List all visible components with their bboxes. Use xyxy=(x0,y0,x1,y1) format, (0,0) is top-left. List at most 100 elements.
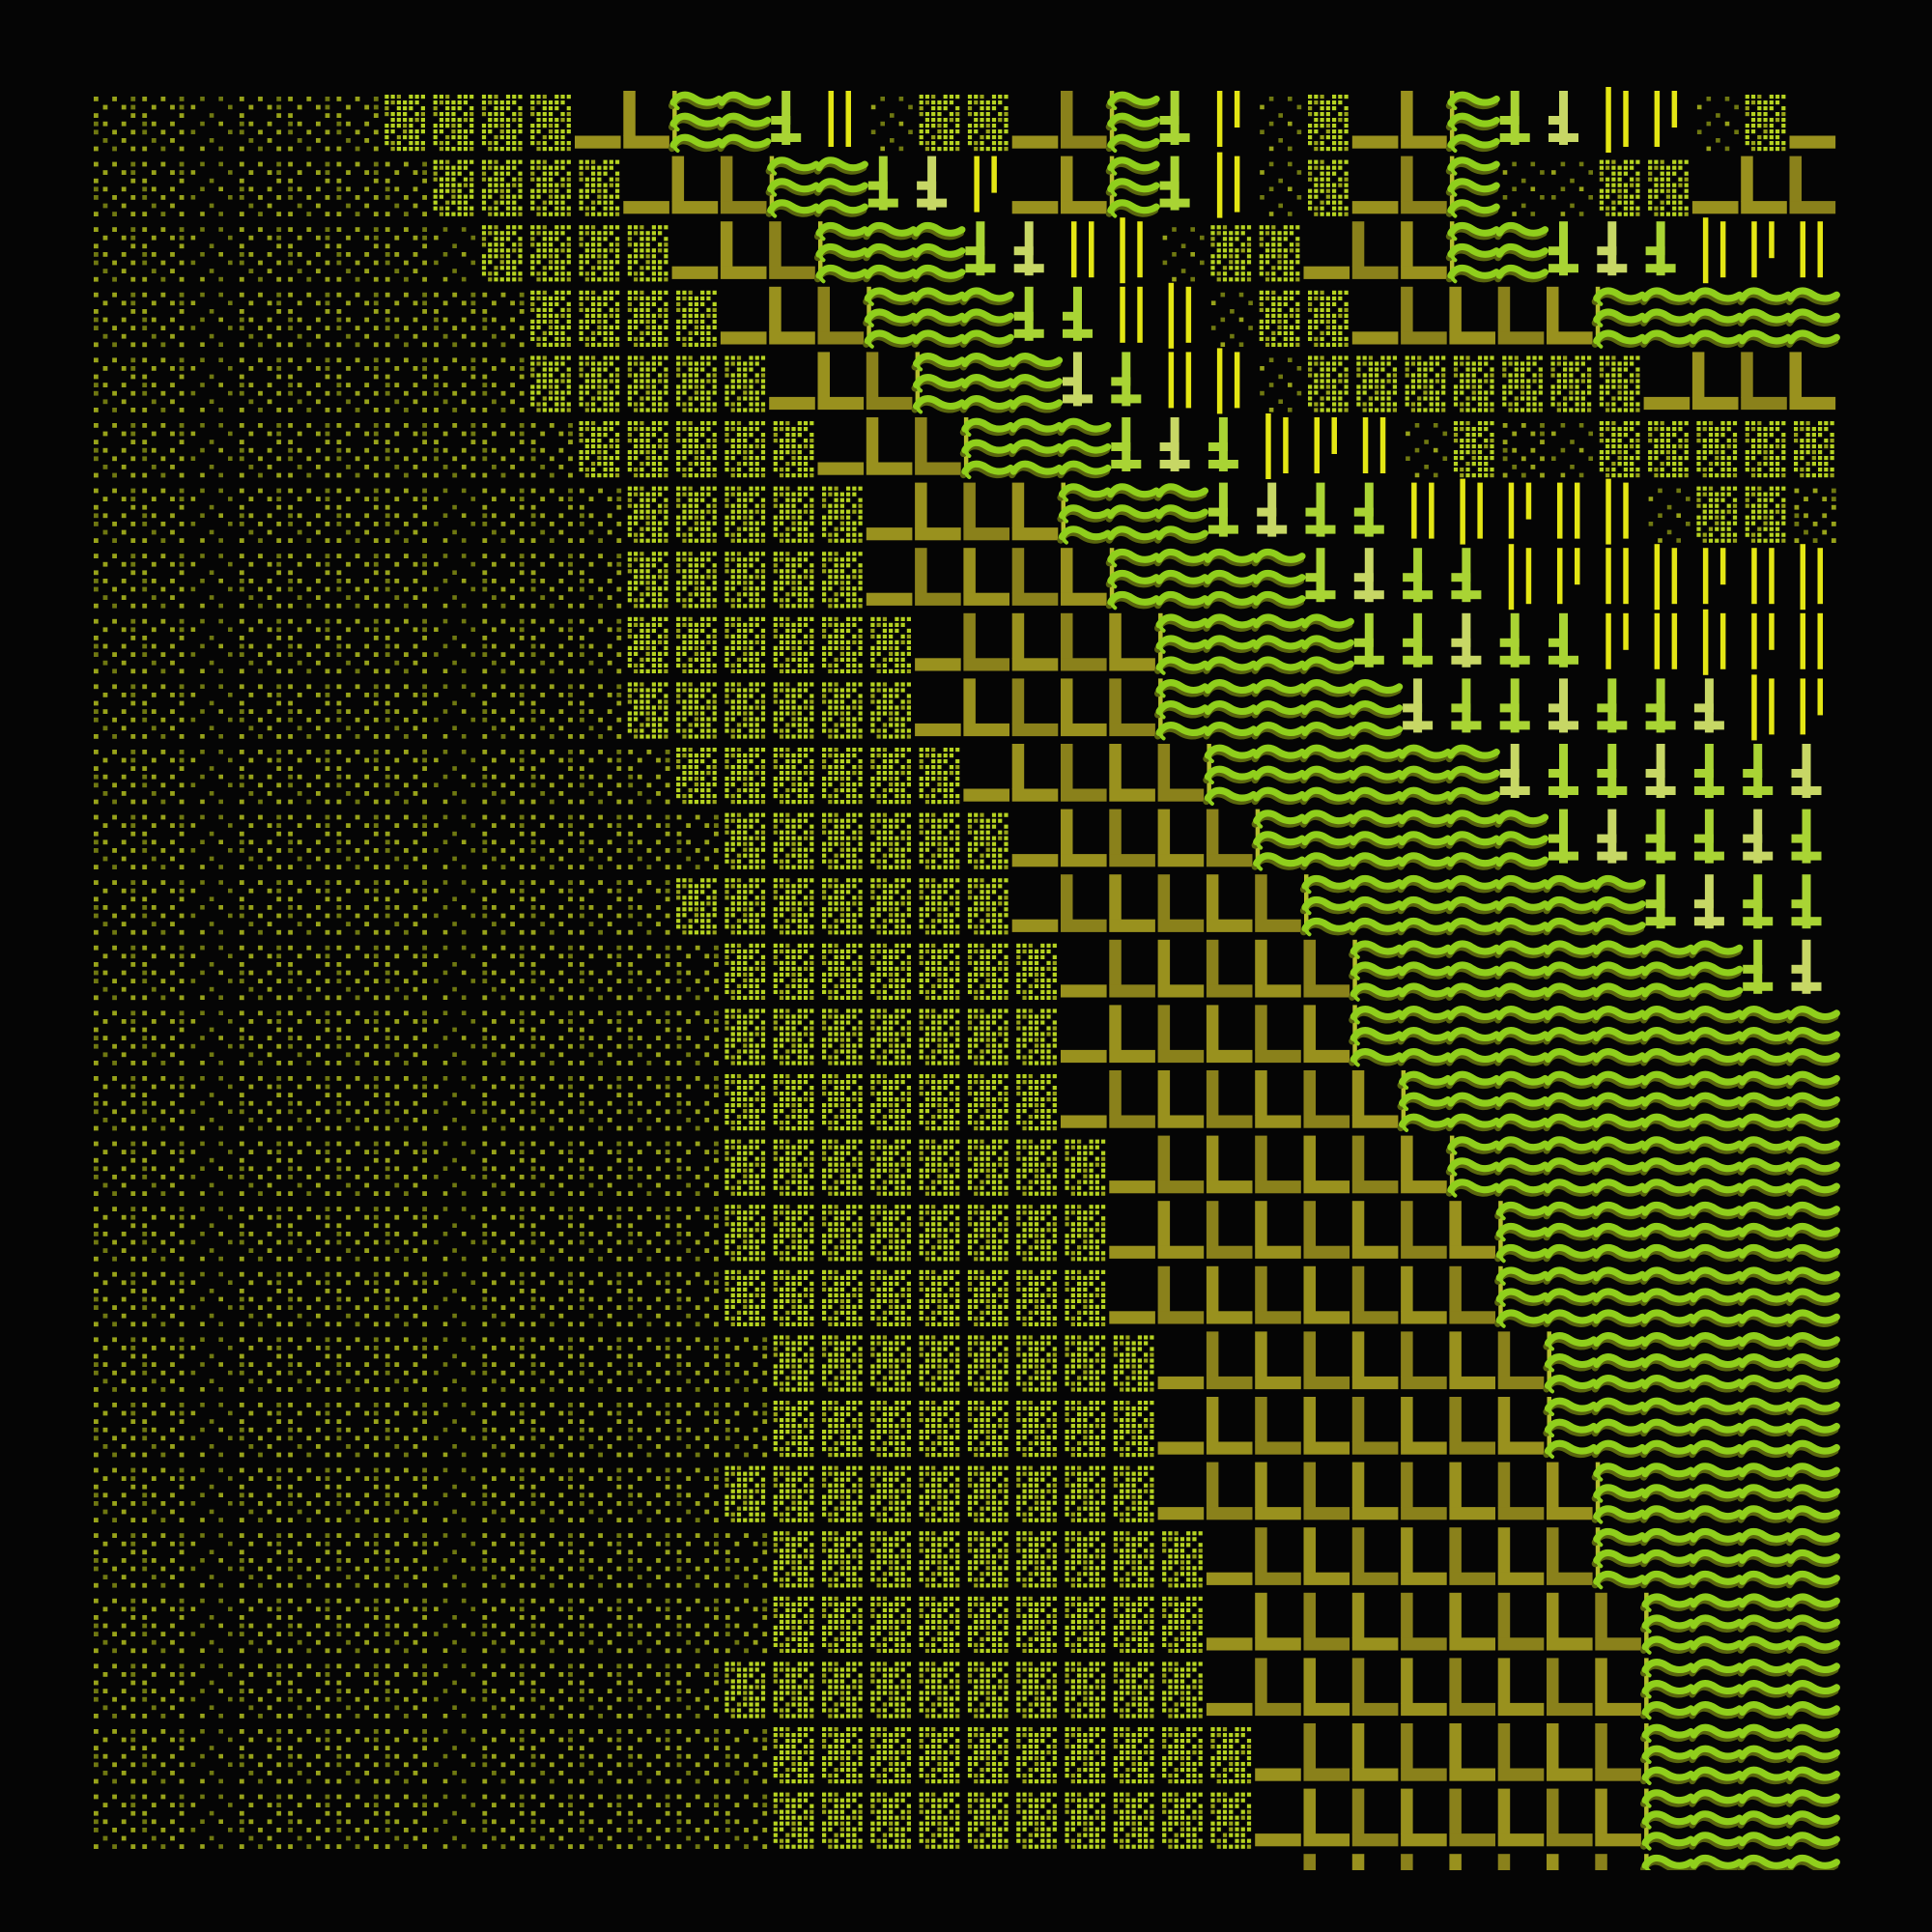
pattern-tile xyxy=(1745,95,1786,152)
pattern-tile xyxy=(1401,1201,1447,1259)
pattern-tile xyxy=(482,814,525,869)
pattern-tile xyxy=(1157,1265,1205,1324)
pattern-tile xyxy=(142,488,185,543)
pattern-tile xyxy=(1449,1201,1495,1259)
pattern-tile xyxy=(336,292,379,348)
pattern-tile xyxy=(1692,1597,1740,1650)
pattern-tile xyxy=(963,612,1009,671)
pattern-tile xyxy=(1741,1270,1788,1323)
pattern-tile xyxy=(336,880,379,935)
pattern-tile xyxy=(190,684,233,739)
pattern-tile xyxy=(239,161,282,216)
pattern-tile xyxy=(867,225,914,278)
pattern-tile xyxy=(724,616,766,673)
pattern-tile xyxy=(580,488,622,543)
pattern-tile xyxy=(190,618,233,673)
pattern-tile xyxy=(1547,1331,1594,1391)
pattern-tile xyxy=(676,1533,719,1588)
pattern-tile xyxy=(1605,548,1629,605)
pattern-tile xyxy=(1303,939,1350,998)
pattern-tile xyxy=(142,1141,185,1196)
pattern-tile xyxy=(1790,1531,1837,1584)
pattern-tile xyxy=(1308,290,1349,347)
pattern-tile xyxy=(142,750,185,805)
pattern-tile xyxy=(724,1269,766,1326)
pattern-tile xyxy=(1120,286,1143,343)
pattern-tile xyxy=(94,292,136,348)
pattern-tile xyxy=(817,352,865,411)
pattern-tile xyxy=(142,1010,185,1065)
pattern-tile xyxy=(822,1792,863,1849)
pattern-tile xyxy=(1644,1336,1691,1389)
pattern-tile xyxy=(1308,159,1349,216)
pattern-tile xyxy=(773,552,814,609)
pattern-tile xyxy=(1741,1205,1788,1258)
pattern-tile xyxy=(1751,612,1775,669)
pattern-tile xyxy=(1595,1270,1642,1323)
pattern-tile xyxy=(1595,1009,1642,1063)
pattern-tile xyxy=(866,527,913,541)
pattern-tile xyxy=(1157,939,1205,998)
pattern-tile xyxy=(1351,201,1399,214)
pattern-tile xyxy=(1751,548,1775,605)
pattern-tile xyxy=(580,945,622,1001)
pattern-tile xyxy=(1401,813,1448,867)
pattern-tile xyxy=(482,1794,525,1849)
pattern-tile xyxy=(142,945,185,1001)
pattern-tile xyxy=(433,95,474,152)
pattern-tile xyxy=(190,1141,233,1196)
pattern-tile xyxy=(1741,1597,1788,1650)
pattern-tile xyxy=(867,287,914,347)
pattern-tile xyxy=(1498,878,1546,931)
pattern-tile xyxy=(1109,1070,1155,1128)
pattern-tile xyxy=(1157,809,1205,867)
pattern-tile xyxy=(1061,1049,1107,1064)
pattern-tile xyxy=(239,1729,282,1784)
pattern-tile xyxy=(1158,552,1206,605)
pattern-tile xyxy=(1109,874,1155,932)
pattern-tile xyxy=(676,1076,719,1131)
pattern-tile xyxy=(1352,1005,1400,1065)
pattern-tile xyxy=(1499,612,1530,668)
pattern-tile xyxy=(1352,683,1400,736)
pattern-tile xyxy=(676,1010,719,1065)
pattern-tile xyxy=(1451,678,1482,733)
pattern-tile xyxy=(1109,612,1155,671)
pattern-tile xyxy=(1401,156,1447,214)
pattern-tile xyxy=(1016,1074,1057,1131)
pattern-tile xyxy=(919,1792,960,1849)
pattern-tile xyxy=(1597,678,1628,733)
pattern-tile xyxy=(1790,1727,1837,1780)
pattern-tile xyxy=(1741,1336,1788,1389)
pattern-tile xyxy=(1449,813,1496,867)
pattern-tile xyxy=(1016,1465,1057,1522)
pattern-tile xyxy=(1109,1180,1155,1194)
pattern-tile xyxy=(482,1663,525,1719)
pattern-tile xyxy=(239,1207,282,1262)
pattern-tile xyxy=(384,1663,427,1719)
pattern-tile xyxy=(1790,1009,1837,1063)
pattern-tile xyxy=(963,417,1010,477)
pattern-tile xyxy=(1449,1009,1496,1063)
pattern-tile xyxy=(627,290,668,347)
pattern-tile xyxy=(720,156,767,214)
pattern-tile xyxy=(1303,1265,1350,1324)
pattern-tile xyxy=(1460,478,1483,545)
pattern-tile xyxy=(433,159,474,216)
pattern-tile xyxy=(1401,1397,1447,1455)
pattern-tile xyxy=(1498,813,1546,867)
pattern-tile xyxy=(1497,1397,1545,1455)
pattern-tile xyxy=(671,156,719,214)
pattern-tile xyxy=(1353,548,1384,603)
pattern-tile xyxy=(773,1139,814,1196)
pattern-tile xyxy=(822,1401,863,1458)
pattern-tile xyxy=(1791,744,1822,798)
pattern-tile xyxy=(870,812,911,869)
pattern-tile xyxy=(142,618,185,674)
pattern-tile xyxy=(1497,1658,1545,1717)
pattern-tile xyxy=(288,161,330,216)
pattern-tile xyxy=(530,554,573,609)
pattern-tile xyxy=(239,1598,282,1654)
pattern-tile xyxy=(142,1467,185,1522)
pattern-tile xyxy=(628,1467,670,1522)
